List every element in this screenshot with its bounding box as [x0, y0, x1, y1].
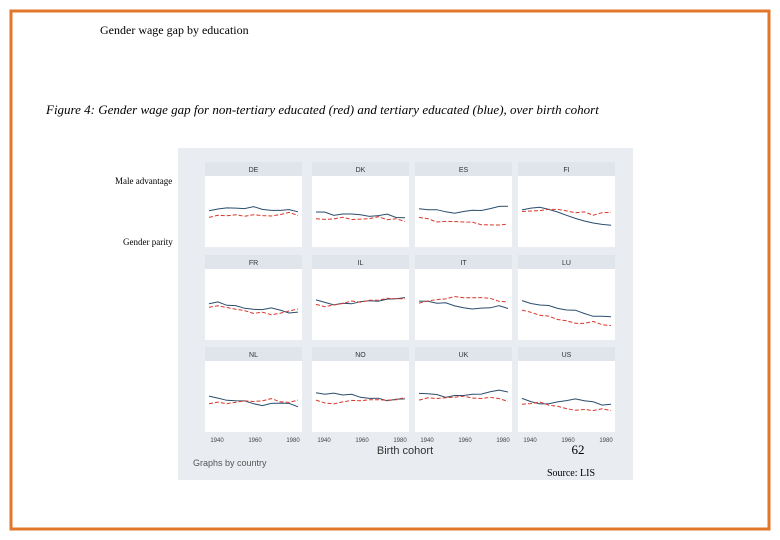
- annotation-bottom: Gender parity: [123, 237, 173, 247]
- panel-plot: [312, 361, 409, 432]
- panel-plot: [518, 176, 615, 247]
- x-tick-label: 1980: [286, 438, 300, 444]
- panel-plot: [518, 269, 615, 340]
- annotation-top: Male advantage: [115, 176, 172, 186]
- panel-strip: [312, 162, 409, 176]
- panel-label: DE: [249, 167, 259, 174]
- panel-line: [418, 300, 509, 310]
- panel-label: IT: [460, 260, 467, 267]
- panel-strip: [415, 162, 512, 176]
- x-tick-label: 1960: [248, 438, 262, 444]
- x-tick-label: 1940: [210, 438, 224, 444]
- panel-label: FR: [249, 260, 258, 267]
- x-tick-label: 1960: [355, 438, 369, 444]
- panel-plot: [518, 361, 615, 432]
- slide-border: [9, 9, 771, 531]
- panel-strip: [518, 255, 615, 269]
- panel-label: ES: [459, 167, 469, 174]
- panel-label: UK: [459, 352, 469, 359]
- panel-line: [315, 216, 406, 222]
- panel-line: [208, 211, 299, 218]
- panel-line: [208, 398, 299, 405]
- panel-plot: [205, 361, 302, 432]
- panel-plot: [205, 176, 302, 247]
- panel-line: [418, 296, 509, 304]
- panel-line: [208, 206, 299, 213]
- panel-strip: [205, 162, 302, 176]
- x-tick-label: 1960: [561, 438, 575, 444]
- x-tick-label: 1980: [393, 438, 407, 444]
- x-tick-label: 1980: [599, 438, 613, 444]
- panel-line: [521, 401, 612, 412]
- panel-strip: [415, 347, 512, 361]
- panel-line: [315, 297, 405, 308]
- panel-line: [315, 297, 406, 306]
- panel-label: DK: [356, 167, 366, 174]
- panel-line: [418, 389, 509, 398]
- panel-line: [315, 211, 406, 219]
- panel-label: US: [562, 352, 572, 359]
- panel-line: [521, 206, 612, 226]
- panel-plot: [415, 269, 512, 340]
- panel-line: [521, 208, 612, 216]
- panel-line: [208, 395, 299, 408]
- panel-strip: [312, 347, 409, 361]
- panel-strip: [518, 162, 615, 176]
- panel-line: [418, 395, 509, 402]
- panel-label: IL: [358, 260, 364, 267]
- panel-line: [208, 305, 299, 316]
- panel-line: [521, 397, 612, 406]
- panel-line: [418, 216, 509, 226]
- panel-strip: [518, 347, 615, 361]
- figure-note: Graphs by country: [193, 458, 267, 468]
- panel-label: LU: [562, 260, 571, 267]
- panel-line: [208, 301, 299, 314]
- x-axis-title: Birth cohort: [377, 445, 433, 457]
- panel-plot: [205, 269, 302, 340]
- x-tick-label: 1960: [458, 438, 472, 444]
- panel-strip: [312, 255, 409, 269]
- page-number: 62: [572, 442, 585, 457]
- panel-plot: [312, 269, 409, 340]
- panels: DE DK ES FI FR IL IT LU NL 1940 1960 1980 NO 1940 1960…: [205, 162, 615, 444]
- x-tick-label: 1940: [420, 438, 434, 444]
- panel-label: NL: [249, 352, 258, 359]
- panel-strip: [205, 255, 302, 269]
- panel-label: NO: [355, 352, 366, 359]
- x-tick-label: 1940: [317, 438, 331, 444]
- panel-strip: [205, 347, 302, 361]
- panel-line: [521, 309, 612, 327]
- panel-strip: [415, 255, 512, 269]
- x-tick-label: 1940: [523, 438, 537, 444]
- slide-title: Gender wage gap by education: [100, 23, 249, 37]
- panel-line: [521, 300, 612, 318]
- panel-plot: [312, 176, 409, 247]
- source: Source: LIS: [547, 468, 595, 479]
- figure-caption: Figure 4: Gender wage gap for non-tertia…: [45, 102, 599, 117]
- panel-label: FI: [563, 167, 569, 174]
- panel-line: [315, 396, 406, 405]
- panel-line: [418, 205, 509, 214]
- x-tick-label: 1980: [496, 438, 510, 444]
